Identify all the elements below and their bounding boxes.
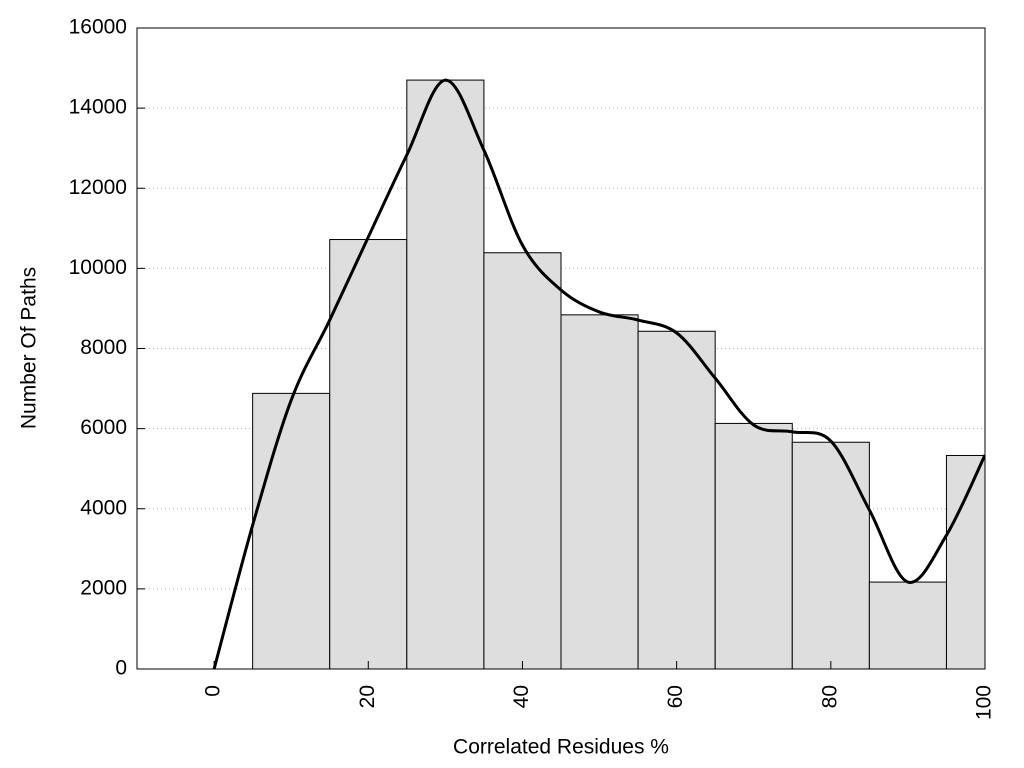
bar [406,79,485,669]
plot-frame [136,27,986,670]
x-tick-label: 40 [510,685,533,708]
bar [329,239,408,669]
bar [252,392,331,669]
y-tick-label: 2000 [80,576,127,599]
y-tick-label: 8000 [80,336,127,359]
x-tick-label: 100 [973,685,996,720]
x-tick-label: 20 [356,685,379,708]
y-tick-label: 12000 [69,176,127,199]
x-tick-label: 0 [202,685,225,697]
bar [791,441,870,669]
x-tick-label: 60 [664,685,687,708]
y-tick-label: 10000 [69,256,127,279]
y-tick-label: 0 [115,657,127,680]
bar [714,422,793,669]
bar [637,330,716,669]
y-tick-label: 14000 [69,96,127,119]
x-axis-label: Correlated Residues % [453,736,669,759]
bar [560,314,639,669]
y-tick-label: 6000 [80,416,127,439]
bar [945,454,985,669]
bar [868,581,947,669]
density-curve [212,78,985,669]
x-tick-label: 80 [818,685,841,708]
plot-area [212,78,985,669]
y-axis-label: Number Of Paths [18,267,41,429]
bar [483,252,562,669]
y-tick-label: 16000 [69,16,127,39]
axes: 0 2000 4000 6000 8000 10000 12000 14000 16000 0 20… [69,16,996,721]
y-tick-label: 4000 [80,496,127,519]
